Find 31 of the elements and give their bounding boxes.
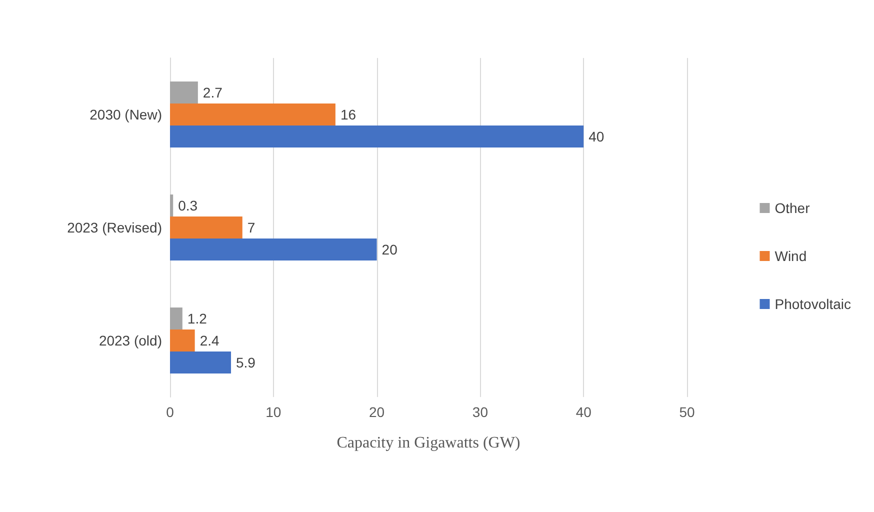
data-label: 2.7 bbox=[202, 84, 223, 100]
y-tick-label: 2023 (old) bbox=[98, 332, 162, 348]
bar bbox=[170, 352, 232, 374]
x-tick-label: 50 bbox=[679, 404, 695, 420]
y-tick-label: 2023 (Revised) bbox=[67, 220, 162, 236]
bar bbox=[170, 308, 182, 330]
data-label: 7 bbox=[247, 220, 256, 236]
legend-label: Photovoltaic bbox=[774, 296, 852, 312]
bar bbox=[170, 194, 174, 216]
y-tick-label: 2030 (New) bbox=[90, 106, 162, 122]
x-tick-label: 20 bbox=[369, 404, 385, 420]
data-label: 0.3 bbox=[178, 198, 198, 214]
bar bbox=[170, 216, 242, 238]
x-tick-label: 0 bbox=[166, 404, 174, 420]
data-label: 2.4 bbox=[200, 332, 220, 348]
bar bbox=[170, 126, 584, 148]
x-tick-label: 40 bbox=[576, 404, 592, 420]
bar bbox=[170, 238, 377, 260]
x-axis-title: Capacity in Gigawatts (GW) bbox=[336, 434, 520, 452]
legend-label: Wind bbox=[774, 248, 807, 264]
data-label: 1.2 bbox=[187, 310, 208, 326]
data-label: 16 bbox=[340, 106, 356, 122]
x-tick-label: 10 bbox=[266, 404, 282, 420]
x-tick-label: 30 bbox=[472, 404, 488, 420]
bar bbox=[170, 104, 336, 126]
data-label: 5.9 bbox=[236, 354, 256, 370]
data-label: 20 bbox=[382, 242, 398, 258]
data-label: 40 bbox=[588, 128, 604, 144]
bar bbox=[170, 82, 198, 104]
legend-label: Other bbox=[774, 200, 810, 216]
bar bbox=[170, 330, 195, 352]
